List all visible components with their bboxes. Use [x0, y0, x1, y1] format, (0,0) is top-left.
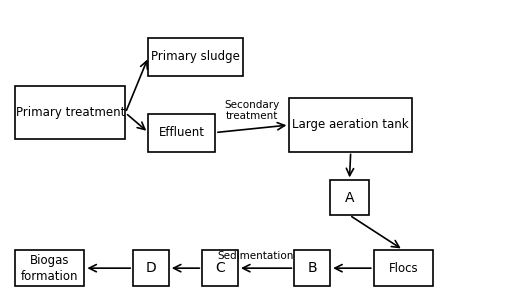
Bar: [289, 98, 412, 152]
Text: C: C: [215, 261, 225, 275]
Text: Sedimentation: Sedimentation: [218, 251, 294, 261]
Text: Large aeration tank: Large aeration tank: [292, 118, 409, 132]
Text: Secondary
treatment: Secondary treatment: [225, 100, 280, 121]
Text: Effluent: Effluent: [159, 126, 205, 139]
Bar: [202, 250, 238, 286]
Text: Biogas
formation: Biogas formation: [21, 254, 79, 283]
Bar: [294, 250, 330, 286]
Text: D: D: [146, 261, 156, 275]
Text: B: B: [308, 261, 317, 275]
Text: Primary sludge: Primary sludge: [152, 50, 240, 63]
Bar: [148, 114, 215, 152]
Bar: [148, 38, 243, 76]
Text: Primary treatment: Primary treatment: [16, 106, 125, 119]
Text: Flocs: Flocs: [389, 262, 418, 275]
Text: A: A: [345, 191, 354, 205]
Bar: [15, 86, 125, 139]
Bar: [15, 250, 84, 286]
Bar: [374, 250, 433, 286]
Bar: [133, 250, 169, 286]
Bar: [330, 180, 369, 215]
